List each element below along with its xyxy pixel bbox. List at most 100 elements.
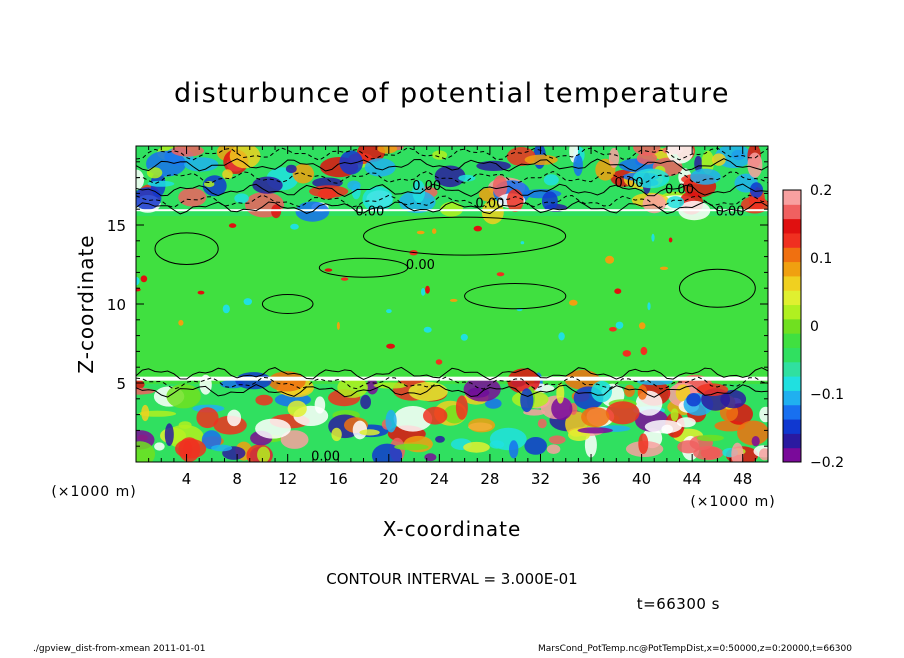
field-blob-0-143: [227, 409, 242, 427]
field-spot-25: [449, 298, 458, 302]
colorbar-swatch: [783, 419, 801, 434]
field-blob-0-72: [373, 382, 407, 389]
field-blob-1-77: [666, 196, 685, 209]
contour-loop-4: [363, 216, 567, 256]
field-blob-1-32: [608, 147, 620, 168]
field-spot-22: [136, 276, 140, 286]
chart-title: disturbunce of potential temperature: [174, 78, 730, 109]
field-blob-1-35: [478, 188, 498, 202]
contour-line-4: [136, 158, 768, 172]
colorbar-swatch: [783, 204, 801, 220]
field-blob-1-99: [541, 191, 558, 211]
colorbar-swatch: [783, 333, 801, 348]
field-blob-0-140: [670, 408, 679, 422]
field-blob-0-97: [737, 420, 768, 446]
field-blob-1-21: [202, 175, 227, 197]
colorbar-swatch: [783, 304, 801, 320]
field-blob-1-92: [178, 188, 207, 207]
x-tick-label: 16: [329, 470, 348, 488]
contour-line-1: [136, 194, 768, 209]
x-tick-label: 44: [683, 470, 702, 488]
y-tick-label: 10: [107, 296, 126, 314]
field-spot-11: [416, 230, 425, 235]
contour-interval: CONTOUR INTERVAL = 3.000E-01: [326, 570, 577, 588]
colorbar-tick-label: −0.1: [810, 387, 844, 403]
field-blob-0-65: [435, 435, 445, 443]
field-blob-0-136: [257, 446, 271, 462]
field-blob-1-107: [747, 152, 763, 178]
field-spot-3: [136, 287, 141, 292]
x-tick-label: 48: [733, 470, 752, 488]
contour-label: 0.00: [406, 258, 435, 273]
colorbar-swatch: [783, 318, 801, 334]
field-blob-1-55: [347, 180, 361, 191]
field-blob-0-73: [537, 418, 547, 429]
contour-label: 0.00: [716, 205, 745, 220]
field-blob-0-80: [675, 384, 691, 402]
contour-label: 0.00: [412, 179, 441, 194]
field-blob-0-169: [556, 383, 565, 404]
field-blob-0-130: [211, 444, 233, 452]
field-spot-21: [336, 321, 340, 330]
colorbar-tick-label: 0.1: [810, 251, 832, 267]
colorbar-swatch: [783, 218, 801, 234]
field-blob-1-5: [694, 155, 703, 173]
field-blob-0-166: [581, 407, 610, 427]
field-blob-1-106: [666, 146, 694, 164]
field-blob-0-103: [164, 423, 174, 446]
colorbar-swatch: [783, 376, 801, 391]
field-blob-0-115: [394, 443, 429, 451]
contour-loop-3: [679, 268, 756, 308]
colorbar-swatch: [783, 290, 801, 306]
field-blob-1-91: [636, 152, 658, 165]
field-spot-9: [640, 346, 648, 356]
field-blob-1-45: [147, 180, 175, 187]
contour-label: 0.00: [311, 449, 340, 464]
field-blob-1-103: [412, 180, 426, 203]
x-axis-label: X-coordinate: [383, 517, 522, 541]
field-blob-1-97: [712, 153, 726, 166]
field-blob-0-154: [314, 396, 326, 414]
field-blob-1-80: [749, 182, 764, 198]
field-blob-0-129: [637, 385, 648, 400]
field-spot-14: [386, 343, 395, 349]
field-blob-1-109: [690, 168, 721, 185]
field-blob-0-117: [424, 453, 437, 462]
colorbar-tick-label: 0.2: [810, 183, 832, 199]
field-spot-10: [651, 233, 655, 242]
field-spot-36: [324, 268, 333, 272]
field-blob-1-81: [543, 174, 559, 186]
field-blob-1-79: [432, 150, 448, 160]
field-blob-0-151: [751, 436, 760, 447]
contour-loop-5: [261, 294, 314, 314]
x-axis: 4 8 12 16 20 24 28 32 36 40 44 48: [148, 146, 756, 488]
field-blob-0-87: [385, 409, 397, 433]
field-blob-0-91: [759, 448, 768, 461]
field-blob-1-58: [184, 157, 219, 172]
field-spot-28: [425, 285, 430, 294]
field-blob-0-62: [584, 432, 597, 458]
field-blob-1-90: [458, 174, 476, 182]
y-tick-label: 5: [116, 375, 126, 393]
y-axis: 5 10 15: [107, 161, 768, 447]
field-blob-1-49: [492, 175, 508, 198]
field-blob-1-12: [476, 160, 511, 171]
field-spot-31: [421, 288, 426, 296]
colorbar-swatch: [783, 247, 801, 263]
contour-loop-0: [154, 232, 219, 265]
colorbar-frame: [782, 189, 802, 463]
field-blob-0-158: [463, 441, 490, 453]
field-spot-33: [473, 225, 482, 232]
field-blob-0-156: [287, 400, 307, 417]
field-blob-0-84: [489, 440, 505, 449]
time-label: t=66300 s: [637, 595, 720, 613]
field-blob-1-89: [136, 169, 145, 190]
colorbar-swatch: [783, 404, 801, 420]
contour-line-0: [136, 200, 768, 215]
field-blob-0-162: [731, 442, 744, 462]
field-spot-4: [460, 333, 468, 341]
colorbar-tick-label: −0.2: [810, 455, 844, 471]
field-blob-0-0: [136, 379, 145, 390]
colorbar-swatch: [783, 447, 801, 463]
field-blob-0-131: [235, 372, 272, 390]
